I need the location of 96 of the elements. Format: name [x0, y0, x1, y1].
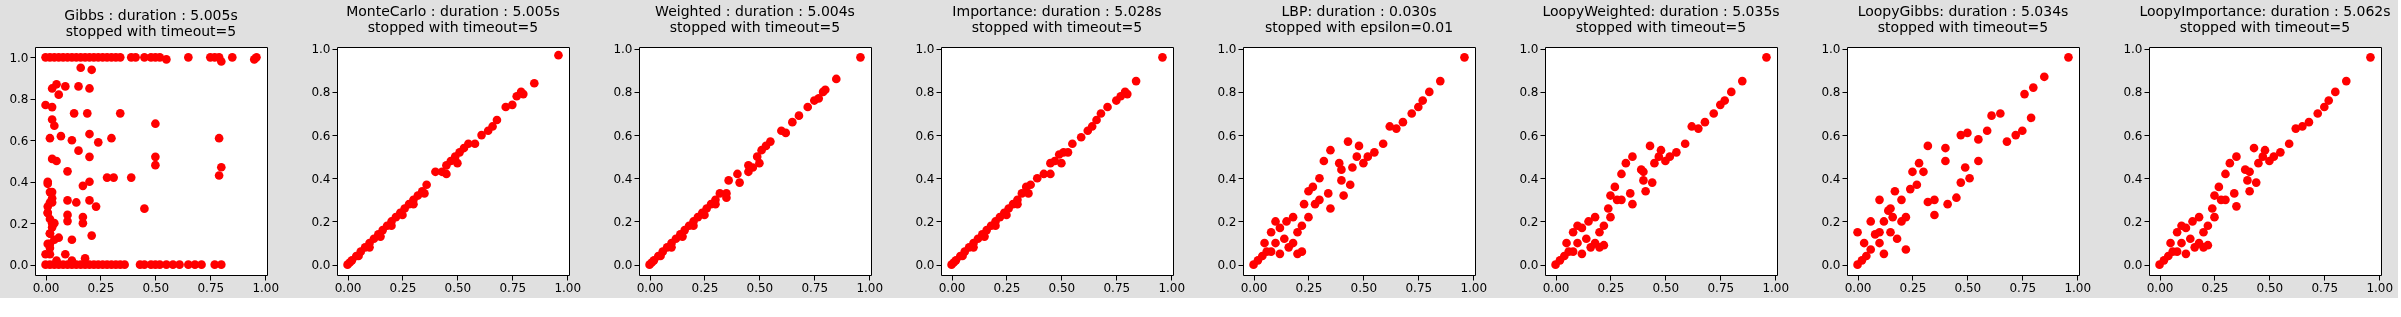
y-tick-label: 0.2: [915, 214, 935, 229]
y-tick-label: 0.0: [1821, 258, 1841, 273]
y-tick-label: 1.0: [311, 42, 331, 57]
y-tick-label: 0.0: [9, 258, 29, 273]
chart-title: LoopyImportance: duration : 5.062s stopped with timeout=5: [2139, 2, 2391, 35]
x-tick-label: 0.50: [746, 280, 774, 295]
y-tick-label: 0.6: [613, 128, 633, 143]
x-tick-label: 0.25: [1899, 280, 1927, 295]
y-tick-label: 0.4: [1217, 171, 1237, 186]
x-tick-label: 0.00: [938, 280, 966, 295]
y-tick-label: 0.2: [311, 214, 331, 229]
x-tick-label: 0.75: [1103, 280, 1131, 295]
y-tick-label: 0.2: [9, 216, 29, 231]
y-tick-label: 0.0: [915, 258, 935, 273]
y-tick-label: 0.2: [1821, 214, 1841, 229]
y-tick-label: 0.6: [915, 128, 935, 143]
y-tick-label: 0.8: [2123, 85, 2143, 100]
x-tick-label: 0.75: [1707, 280, 1735, 295]
y-tick-label: 0.0: [2123, 258, 2143, 273]
y-tick-label: 0.6: [1217, 128, 1237, 143]
y-tick-label: 0.8: [9, 92, 29, 107]
y-tick-label: 0.6: [311, 128, 331, 143]
y-tick-label: 1.0: [1519, 42, 1539, 57]
x-tick-label: 0.00: [636, 280, 664, 295]
y-tick-label: 1.0: [2123, 42, 2143, 57]
y-tick-label: 0.2: [1217, 214, 1237, 229]
x-tick-label: 1.00: [554, 280, 582, 295]
y-tick-label: 0.0: [613, 258, 633, 273]
x-tick-label: 1.00: [856, 280, 884, 295]
chart-title: LBP: duration : 0.030s stopped with epsilon=0.01: [1264, 2, 1454, 35]
y-tick-label: 0.6: [9, 133, 29, 148]
y-tick-label: 1.0: [915, 42, 935, 57]
x-tick-label: 0.25: [389, 280, 417, 295]
y-tick-label: 0.4: [613, 171, 633, 186]
y-tick-label: 0.0: [1519, 258, 1539, 273]
x-tick-label: 0.25: [2201, 280, 2229, 295]
y-tick-label: 0.6: [1821, 128, 1841, 143]
x-tick-label: 0.75: [801, 280, 829, 295]
x-tick-label: 1.00: [2366, 280, 2394, 295]
y-tick-label: 0.4: [2123, 171, 2143, 186]
chart-title: Importance: duration : 5.028s stopped with timeout=5: [952, 2, 1162, 35]
x-tick-label: 1.00: [2064, 280, 2092, 295]
y-tick-label: 0.0: [311, 258, 331, 273]
x-tick-label: 0.25: [993, 280, 1021, 295]
x-tick-label: 0.50: [142, 280, 170, 295]
y-tick-label: 0.2: [1519, 214, 1539, 229]
x-tick-label: 0.25: [1597, 280, 1625, 295]
y-tick-label: 0.8: [311, 85, 331, 100]
x-tick-label: 0.25: [87, 280, 115, 295]
x-tick-label: 0.50: [444, 280, 472, 295]
y-tick-label: 0.6: [2123, 128, 2143, 143]
x-tick-label: 0.75: [2311, 280, 2339, 295]
y-tick-label: 0.8: [1519, 85, 1539, 100]
y-tick-label: 0.8: [1821, 85, 1841, 100]
y-tick-label: 0.2: [613, 214, 633, 229]
y-tick-label: 0.4: [9, 175, 29, 190]
y-tick-label: 0.6: [1519, 128, 1539, 143]
chart-title: Gibbs : duration : 5.005s stopped with timeout=5: [64, 7, 238, 39]
y-tick-label: 1.0: [9, 50, 29, 65]
y-tick-label: 0.2: [2123, 214, 2143, 229]
x-tick-label: 0.75: [197, 280, 225, 295]
x-tick-label: 0.00: [32, 280, 60, 295]
y-tick-label: 0.8: [613, 85, 633, 100]
y-tick-label: 0.4: [311, 171, 331, 186]
x-tick-label: 0.75: [1405, 280, 1433, 295]
chart-title: MonteCarlo : duration : 5.005s stopped with timeout=5: [346, 2, 560, 35]
y-tick-label: 0.0: [1217, 258, 1237, 273]
chart-title: LoopyGibbs: duration : 5.034s stopped with timeout=5: [1857, 2, 2069, 35]
y-tick-label: 1.0: [1217, 42, 1237, 57]
x-tick-label: 0.75: [499, 280, 527, 295]
x-tick-label: 0.00: [334, 280, 362, 295]
x-tick-label: 1.00: [1762, 280, 1790, 295]
x-tick-label: 0.00: [2146, 280, 2174, 295]
x-tick-label: 0.25: [691, 280, 719, 295]
y-tick-label: 0.4: [915, 171, 935, 186]
x-tick-label: 0.00: [1240, 280, 1268, 295]
x-tick-label: 0.50: [1954, 280, 1982, 295]
x-tick-label: 0.00: [1542, 280, 1570, 295]
chart-title: Weighted : duration : 5.004s stopped with timeout=5: [655, 2, 855, 35]
y-tick-label: 0.8: [1217, 85, 1237, 100]
x-tick-label: 1.00: [1460, 280, 1488, 295]
x-tick-label: 0.75: [2009, 280, 2037, 295]
x-tick-label: 1.00: [1158, 280, 1186, 295]
y-tick-label: 0.4: [1821, 171, 1841, 186]
y-tick-label: 1.0: [1821, 42, 1841, 57]
x-tick-label: 0.50: [1350, 280, 1378, 295]
x-tick-label: 0.25: [1295, 280, 1323, 295]
x-tick-label: 0.50: [2256, 280, 2284, 295]
chart-title: LoopyWeighted: duration : 5.035s stopped with timeout=5: [1542, 2, 1780, 35]
x-tick-label: 0.50: [1048, 280, 1076, 295]
x-tick-label: 1.00: [252, 280, 280, 295]
y-tick-label: 1.0: [613, 42, 633, 57]
x-tick-label: 0.50: [1652, 280, 1680, 295]
x-tick-label: 0.00: [1844, 280, 1872, 295]
y-tick-label: 0.8: [915, 85, 935, 100]
y-tick-label: 0.4: [1519, 171, 1539, 186]
